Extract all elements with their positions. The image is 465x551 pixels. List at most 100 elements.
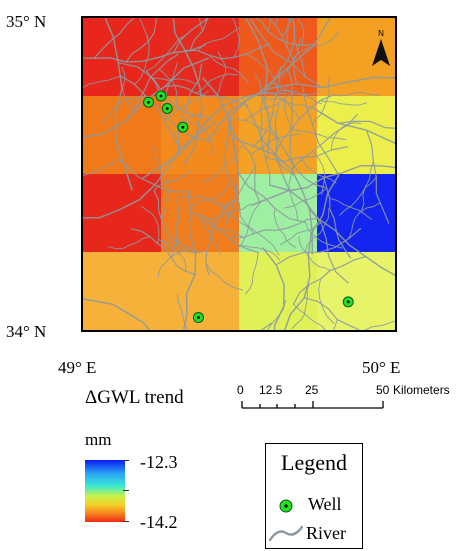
river-line — [179, 121, 213, 154]
river-icon — [268, 525, 304, 542]
river-line — [164, 90, 209, 122]
well-marker[interactable] — [161, 102, 173, 114]
river-line — [205, 262, 243, 291]
river-line — [149, 77, 197, 85]
river-line — [102, 95, 147, 123]
river-line — [281, 18, 292, 37]
river-line — [176, 199, 180, 244]
river-line — [312, 107, 395, 144]
river-line — [216, 51, 227, 97]
longitude-right-label: 50° E — [362, 358, 401, 377]
river-line — [305, 221, 343, 249]
river-line — [232, 137, 314, 255]
river-line — [222, 165, 256, 211]
river-line — [83, 298, 151, 330]
river-line — [199, 214, 221, 255]
river-line — [231, 218, 319, 239]
scale-label-12-5: 12.5 — [259, 383, 283, 397]
map-canvas: N — [83, 18, 395, 330]
river-line — [215, 202, 255, 235]
river-line — [179, 196, 227, 207]
river-line — [283, 84, 291, 132]
river-line — [292, 31, 340, 60]
river-line — [145, 34, 187, 72]
colorbar-unit: mm — [85, 430, 112, 449]
river-line — [244, 18, 272, 159]
legend-box: Legend Well River — [265, 443, 363, 549]
river-line — [183, 191, 197, 330]
river-line — [139, 18, 149, 42]
river-line — [205, 198, 237, 276]
latitude-bottom-label: 34° N — [6, 322, 47, 341]
river-line — [228, 76, 395, 120]
river-line — [153, 190, 197, 255]
river-line — [189, 18, 209, 52]
well-marker[interactable] — [192, 312, 204, 324]
river-line — [202, 77, 240, 224]
north-arrow-icon: N — [372, 29, 390, 66]
river-line — [333, 319, 338, 330]
longitude-left-label: 49° E — [58, 358, 97, 377]
trend-grid-cell — [161, 174, 239, 252]
river-line — [241, 96, 295, 176]
river-line — [274, 103, 290, 192]
river-line — [364, 321, 395, 330]
trend-grid-cell — [161, 96, 239, 174]
river-line — [108, 236, 151, 250]
river-line — [195, 73, 238, 94]
river-line — [348, 202, 381, 240]
river-line — [131, 228, 196, 275]
scale-label-0: 0 — [237, 383, 244, 397]
river-line — [329, 197, 373, 220]
north-arrow-label: N — [378, 29, 384, 38]
scale-unit-label: Kilometers — [393, 383, 450, 397]
trend-grid-cell — [83, 252, 161, 330]
trend-grid-cell — [239, 174, 317, 252]
river-line — [302, 86, 340, 176]
river-line — [93, 18, 135, 59]
river-line — [323, 177, 352, 259]
river-line — [268, 18, 298, 85]
river-line — [141, 205, 160, 244]
river-line — [284, 174, 340, 330]
river-line — [273, 94, 334, 156]
river-line — [255, 18, 316, 46]
river-line — [296, 18, 305, 46]
trend-title: ΔGWL trend — [85, 387, 184, 408]
river-line — [162, 240, 208, 253]
trend-grid-cell — [317, 252, 395, 330]
river-line — [121, 66, 135, 112]
river-line — [125, 53, 179, 122]
river-line — [244, 252, 259, 295]
trend-grid-cell — [317, 174, 395, 252]
river-line — [308, 209, 349, 284]
river-line — [303, 297, 361, 330]
trend-grid-cell — [83, 174, 161, 252]
map-panel[interactable]: N — [81, 16, 397, 332]
river-line — [269, 127, 326, 189]
river-line — [291, 284, 310, 329]
river-line — [184, 43, 270, 60]
river-line — [228, 110, 261, 204]
river-line — [271, 82, 322, 96]
river-line — [208, 54, 249, 83]
river-line — [360, 160, 374, 213]
well-marker[interactable] — [342, 296, 354, 308]
river-line — [288, 166, 299, 220]
river-line — [275, 228, 362, 266]
river-line — [170, 214, 180, 259]
colorbar-tick — [123, 521, 129, 522]
well-marker[interactable] — [143, 96, 155, 108]
well-marker[interactable] — [155, 90, 167, 102]
river-line — [231, 18, 240, 58]
river-line — [160, 176, 169, 221]
well-marker[interactable] — [177, 121, 189, 133]
river-line — [120, 75, 181, 150]
river-line — [237, 172, 307, 223]
river-line — [262, 247, 285, 330]
river-line — [269, 184, 395, 277]
river-line — [312, 76, 330, 125]
river-line — [339, 176, 377, 216]
trend-grid-cell — [317, 96, 395, 174]
river-line — [293, 303, 327, 330]
